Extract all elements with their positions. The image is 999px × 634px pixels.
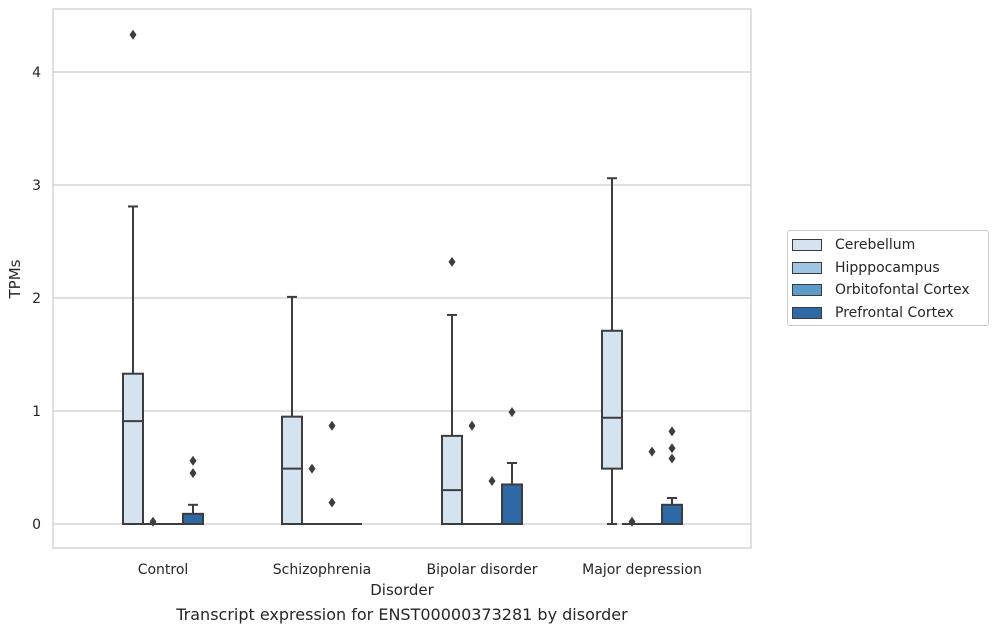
box-iqr bbox=[501, 483, 523, 526]
box-1-1 bbox=[302, 463, 322, 525]
box-iqr bbox=[182, 512, 204, 526]
y-tick-label: 0 bbox=[32, 517, 41, 533]
box-iqr bbox=[441, 434, 463, 525]
legend-label: Cerebellum bbox=[835, 237, 916, 253]
legend-item: Prefrontal Cortex bbox=[792, 303, 954, 323]
chart-title: Transcript expression for ENST0000037328… bbox=[176, 605, 628, 624]
box-3-0 bbox=[182, 455, 204, 526]
outlier-point bbox=[448, 256, 456, 267]
outlier-point bbox=[668, 443, 676, 454]
legend: Cerebellum Hipppocampus Orbitofontal Corte… bbox=[787, 230, 989, 326]
outlier-point bbox=[668, 453, 676, 464]
boxes bbox=[122, 29, 683, 527]
box-iqr bbox=[281, 415, 303, 525]
x-axis-title: Disorder bbox=[370, 581, 434, 599]
box-2-1 bbox=[322, 420, 342, 525]
outlier-point bbox=[129, 29, 137, 40]
x-tick-label: Schizophrenia bbox=[273, 562, 371, 578]
box-iqr bbox=[122, 372, 144, 525]
box-1-2 bbox=[462, 420, 482, 525]
legend-item: Hipppocampus bbox=[792, 258, 940, 278]
x-tick-label: Major depression bbox=[582, 562, 702, 578]
x-ticks: Control Schizophrenia Bipolar disorder Majo… bbox=[138, 562, 702, 578]
outlier-point bbox=[488, 476, 496, 487]
outlier-point bbox=[648, 446, 656, 457]
legend-item: Cerebellum bbox=[792, 235, 915, 255]
box-0-0 bbox=[122, 29, 144, 525]
legend-label: Hipppocampus bbox=[835, 259, 940, 276]
legend-swatch bbox=[792, 284, 822, 296]
grid-lines bbox=[53, 71, 751, 525]
box-1-3 bbox=[622, 516, 642, 527]
y-tick-label: 1 bbox=[32, 404, 41, 420]
y-ticks: 0 1 2 3 4 bbox=[32, 65, 41, 533]
box-2-3 bbox=[642, 446, 662, 525]
legend-swatch bbox=[792, 306, 822, 319]
outlier-point bbox=[189, 468, 197, 479]
y-tick-label: 3 bbox=[32, 178, 41, 194]
outlier-point bbox=[508, 407, 516, 418]
box-3-3 bbox=[661, 426, 683, 526]
y-tick-label: 4 bbox=[32, 65, 41, 81]
legend-label: Orbitofontal Cortex bbox=[835, 282, 970, 298]
legend-swatch bbox=[792, 239, 822, 251]
outlier-point bbox=[628, 516, 636, 527]
legend-item: Orbitofontal Cortex bbox=[792, 280, 970, 300]
x-tick-label: Bipolar disorder bbox=[426, 562, 537, 578]
plot-frame bbox=[52, 8, 752, 549]
outlier-point bbox=[468, 420, 476, 431]
outlier-point bbox=[668, 426, 676, 437]
legend-swatch bbox=[792, 261, 822, 274]
y-tick-label: 2 bbox=[32, 291, 41, 307]
box-2-2 bbox=[482, 476, 502, 525]
box-0-3 bbox=[601, 177, 623, 525]
legend-label: Prefrontal Cortex bbox=[835, 304, 954, 321]
outlier-point bbox=[308, 463, 316, 474]
outlier-point bbox=[189, 455, 197, 466]
box-3-2 bbox=[501, 407, 523, 526]
outlier-point bbox=[149, 516, 157, 527]
box-1-0 bbox=[143, 516, 163, 527]
y-axis-title: TPMs bbox=[6, 259, 24, 299]
outlier-point bbox=[328, 420, 336, 431]
box-iqr bbox=[661, 503, 683, 526]
x-tick-label: Control bbox=[138, 562, 189, 578]
box-0-2 bbox=[441, 256, 463, 525]
outlier-point bbox=[328, 497, 336, 508]
box-iqr bbox=[601, 329, 623, 470]
box-0-1 bbox=[281, 295, 303, 525]
